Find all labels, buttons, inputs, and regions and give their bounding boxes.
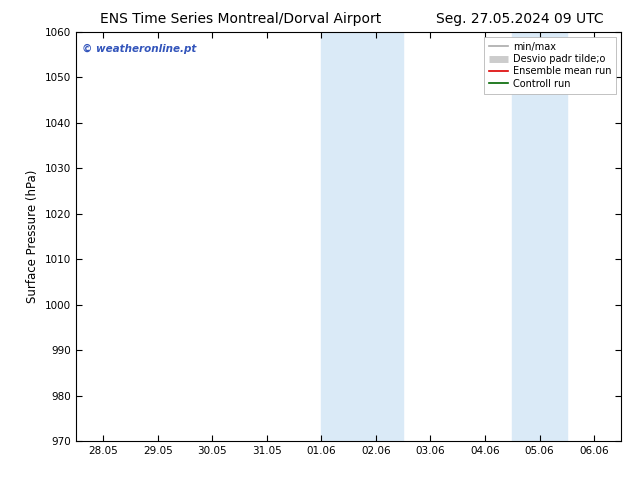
Y-axis label: Surface Pressure (hPa): Surface Pressure (hPa) xyxy=(27,170,39,303)
Bar xyxy=(321,32,403,441)
Text: ENS Time Series Montreal/Dorval Airport: ENS Time Series Montreal/Dorval Airport xyxy=(100,12,382,26)
Text: Seg. 27.05.2024 09 UTC: Seg. 27.05.2024 09 UTC xyxy=(436,12,604,26)
Text: © weatheronline.pt: © weatheronline.pt xyxy=(82,44,196,54)
Bar xyxy=(512,32,567,441)
Legend: min/max, Desvio padr tilde;o, Ensemble mean run, Controll run: min/max, Desvio padr tilde;o, Ensemble m… xyxy=(484,37,616,94)
